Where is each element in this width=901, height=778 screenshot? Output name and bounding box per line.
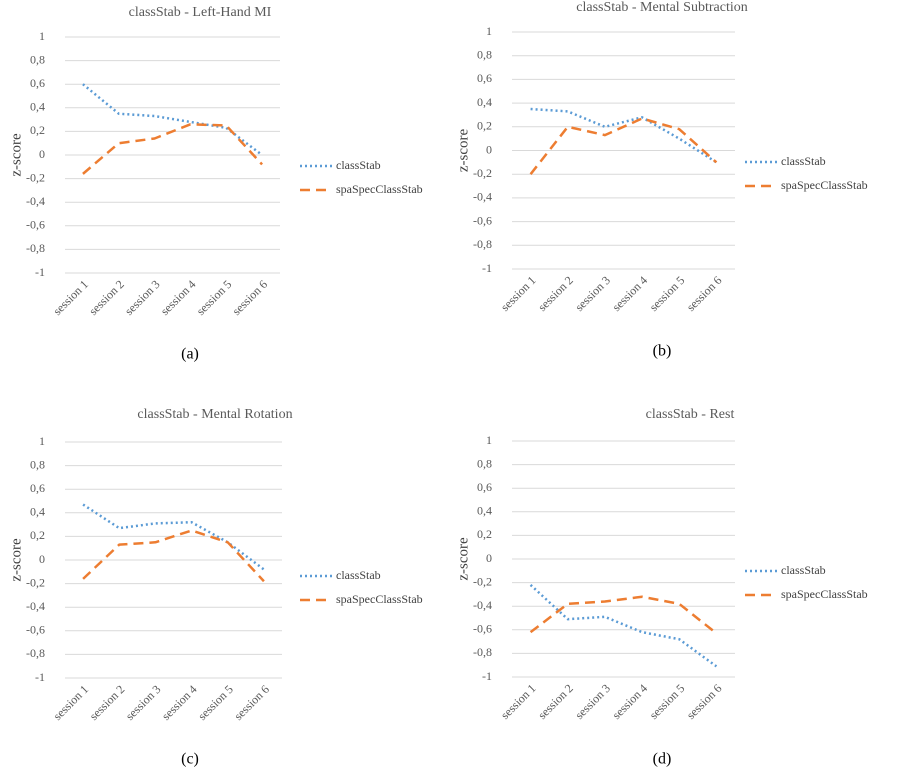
x-tick-label: session 1 <box>50 277 91 318</box>
y-tick-label: 0,6 <box>30 76 45 90</box>
x-tick-label: session 3 <box>123 682 164 723</box>
x-tick-label: session 1 <box>498 273 539 314</box>
y-tick-label: -0,8 <box>473 237 492 251</box>
y-tick-label: -1 <box>35 265 45 279</box>
x-tick-label: session 4 <box>609 273 650 314</box>
y-tick-label: 0,8 <box>477 456 492 470</box>
y-tick-label: -1 <box>482 669 492 683</box>
y-tick-label: -0,2 <box>473 574 492 588</box>
y-tick-label: -0,4 <box>473 190 492 204</box>
y-tick-label: 1 <box>39 434 45 448</box>
y-tick-label: 0,2 <box>30 528 45 542</box>
y-tick-label: -1 <box>35 670 45 684</box>
y-tick-label: 1 <box>39 29 45 43</box>
y-tick-label: 0 <box>486 142 492 156</box>
legend-label: classStab <box>781 154 826 168</box>
x-tick-label: session 2 <box>87 682 128 723</box>
y-tick-label: -0,6 <box>26 218 45 232</box>
x-tick-label: session 6 <box>684 273 725 314</box>
series-line <box>529 595 718 635</box>
series-line <box>82 123 264 175</box>
legend-label: spaSpecClassStab <box>336 592 423 606</box>
series-line <box>530 107 718 164</box>
y-tick-label: -0,8 <box>473 645 492 659</box>
caption: (d) <box>653 751 672 768</box>
x-tick-label: session 6 <box>231 682 272 723</box>
x-tick-label: session 4 <box>609 681 650 722</box>
y-tick-label: 0 <box>39 552 45 566</box>
legend-label: classStab <box>781 563 826 577</box>
x-tick-label: session 3 <box>572 273 613 314</box>
y-tick-label: 1 <box>486 433 492 447</box>
y-tick-label: -0,6 <box>473 213 492 227</box>
legend-label: spaSpecClassStab <box>781 587 868 601</box>
x-tick-label: session 4 <box>158 277 199 318</box>
y-tick-label: -0,8 <box>26 646 45 660</box>
chart-title: classStab - Mental Rotation <box>137 407 292 422</box>
y-axis-label: z-score <box>8 538 24 582</box>
x-tick-label: session 4 <box>159 682 200 723</box>
legend-label: spaSpecClassStab <box>336 182 423 196</box>
y-tick-label: -0,4 <box>473 598 492 612</box>
y-tick-label: -0,4 <box>26 599 45 613</box>
y-axis-label: z-score <box>455 537 471 581</box>
x-tick-label: session 2 <box>535 681 576 722</box>
y-tick-label: 0,6 <box>477 480 492 494</box>
y-tick-label: -0,8 <box>26 241 45 255</box>
x-tick-label: session 3 <box>572 681 613 722</box>
y-tick-label: 0,6 <box>477 71 492 85</box>
x-tick-label: session 5 <box>647 273 688 314</box>
y-tick-label: 0 <box>39 147 45 161</box>
caption: (b) <box>653 343 672 360</box>
chart-title: classStab - Left-Hand MI <box>129 5 272 20</box>
y-tick-label: -0,2 <box>26 170 45 184</box>
x-tick-label: session 5 <box>647 681 688 722</box>
x-tick-label: session 1 <box>50 682 91 723</box>
y-tick-label: -0,4 <box>26 194 45 208</box>
x-tick-label: session 2 <box>86 277 127 318</box>
x-tick-label: session 3 <box>122 277 163 318</box>
x-tick-label: session 6 <box>684 681 725 722</box>
caption: (a) <box>181 346 199 363</box>
x-tick-label: session 6 <box>229 277 270 318</box>
series-line <box>82 503 265 571</box>
y-tick-label: 0,4 <box>477 95 492 109</box>
y-axis-label: z-score <box>455 129 471 173</box>
y-tick-label: 0,8 <box>30 52 45 66</box>
series-line <box>82 83 263 156</box>
y-tick-label: 1 <box>486 24 492 38</box>
y-tick-label: 0,4 <box>30 505 45 519</box>
x-tick-label: session 5 <box>195 682 236 723</box>
series-line <box>529 117 718 175</box>
x-tick-label: session 2 <box>535 273 576 314</box>
y-tick-label: 0 <box>486 551 492 565</box>
y-tick-label: -0,2 <box>473 166 492 180</box>
y-tick-label: -0,6 <box>473 622 492 636</box>
series-line <box>82 529 265 583</box>
y-tick-label: -0,6 <box>26 623 45 637</box>
y-tick-label: 0,2 <box>30 123 45 137</box>
y-tick-label: 0,2 <box>477 119 492 133</box>
caption: (c) <box>181 751 199 768</box>
chart-title: classStab - Mental Subtraction <box>576 0 747 15</box>
y-tick-label: 0,2 <box>477 527 492 541</box>
x-tick-label: session 5 <box>194 277 235 318</box>
legend-label: spaSpecClassStab <box>781 178 868 192</box>
y-tick-label: 0,8 <box>30 457 45 471</box>
legend-label: classStab <box>336 158 381 172</box>
y-tick-label: 0,4 <box>30 100 45 114</box>
y-tick-label: -0,2 <box>26 575 45 589</box>
y-tick-label: 0,4 <box>477 504 492 518</box>
legend-label: classStab <box>336 568 381 582</box>
y-tick-label: 0,8 <box>477 47 492 61</box>
y-tick-label: 0,6 <box>30 481 45 495</box>
y-axis-label: z-score <box>8 133 24 177</box>
y-tick-label: -1 <box>482 261 492 275</box>
series-line <box>529 584 718 668</box>
chart-title: classStab - Rest <box>646 407 735 422</box>
x-tick-label: session 1 <box>498 681 539 722</box>
